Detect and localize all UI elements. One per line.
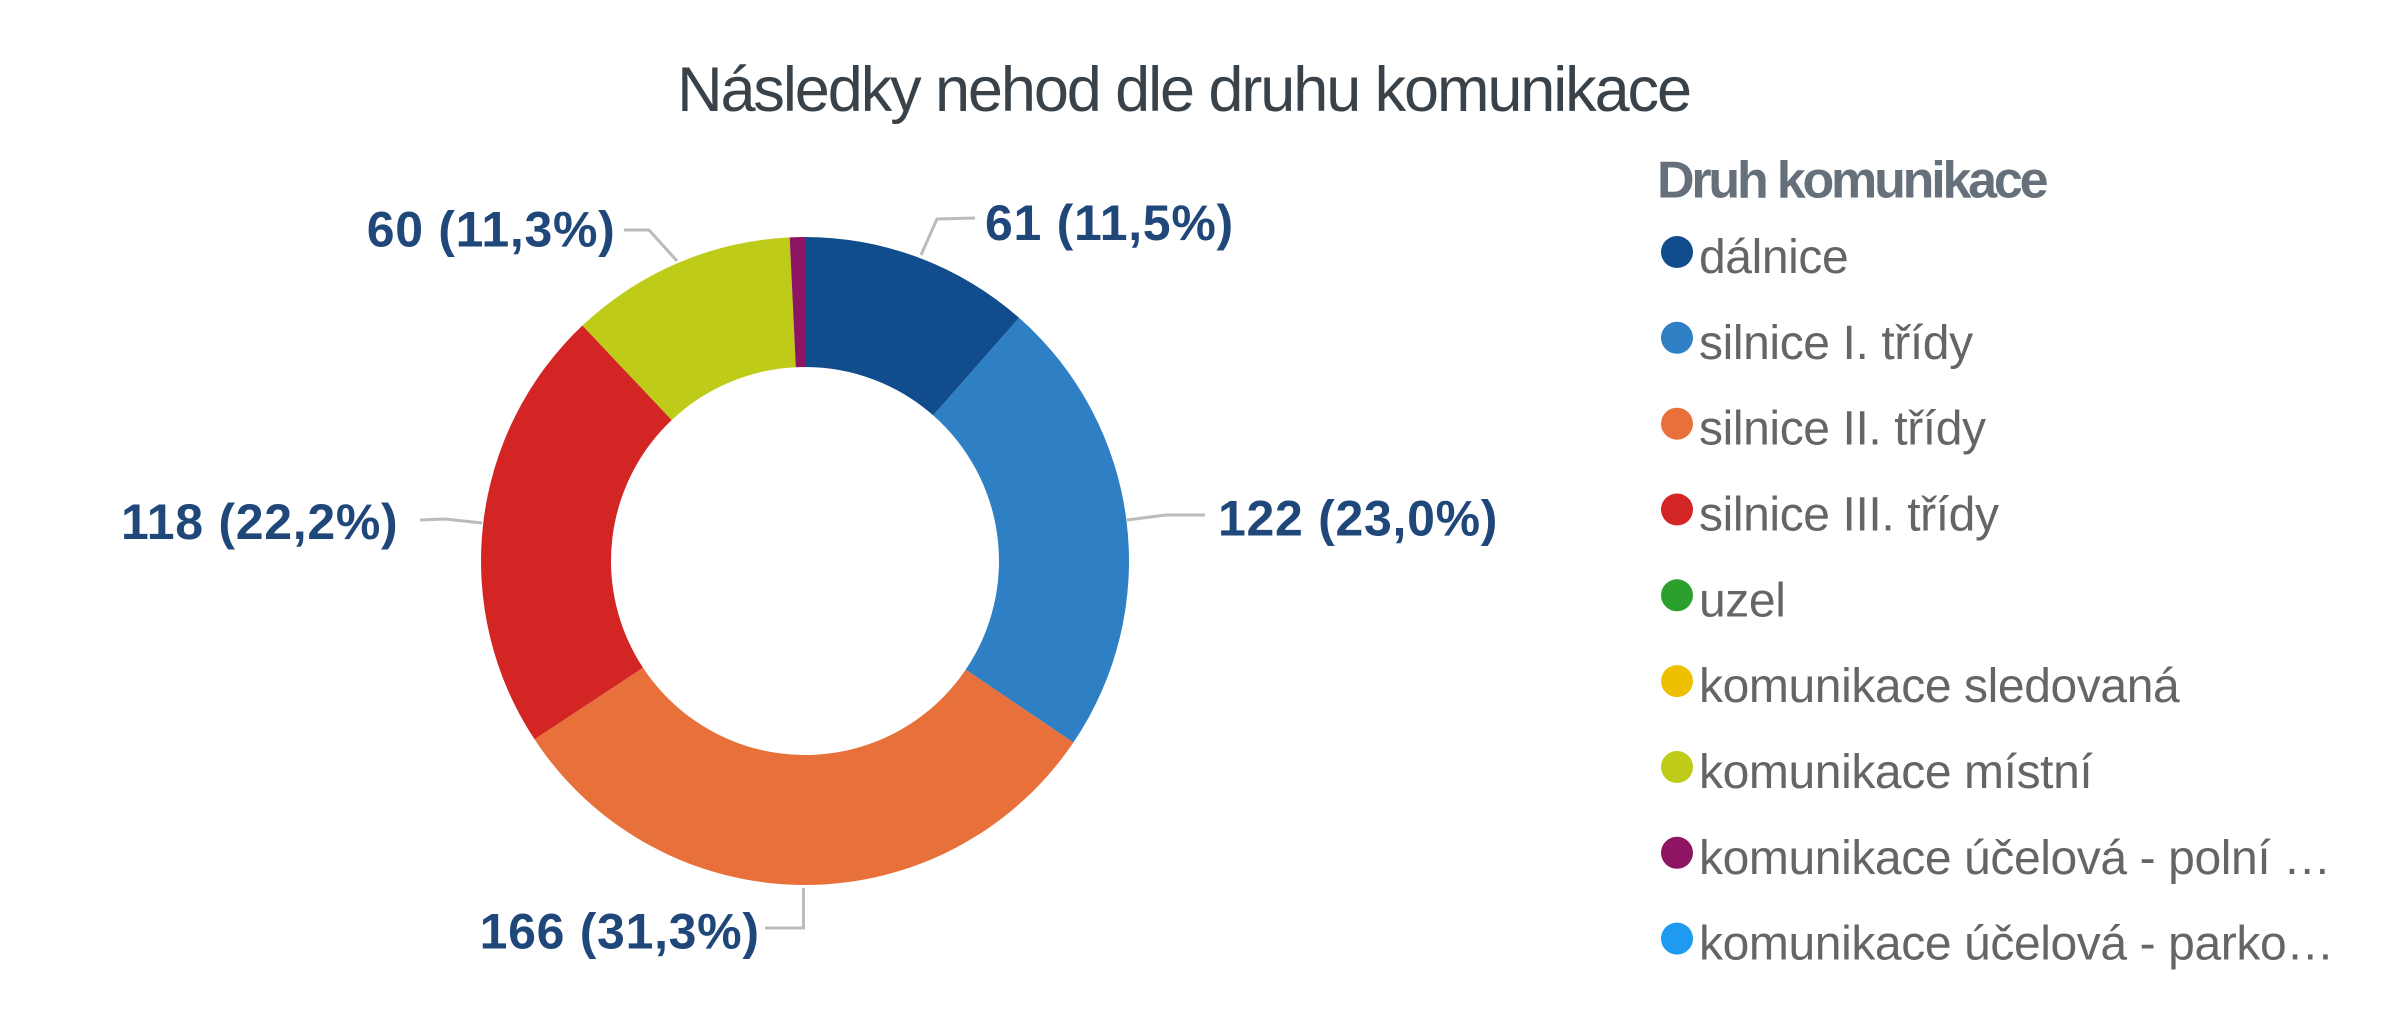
svg-text:60 (11,3%): 60 (11,3%) [367, 202, 616, 258]
svg-text:silnice III. třídy: silnice III. třídy [1699, 489, 1999, 542]
svg-text:dálnice: dálnice [1699, 231, 1848, 284]
svg-text:122 (23,0%): 122 (23,0%) [1218, 491, 1498, 547]
svg-text:Následky nehod dle druhu komun: Následky nehod dle druhu komunikace [677, 55, 1690, 125]
svg-text:komunikace sledovaná: komunikace sledovaná [1699, 660, 2180, 713]
svg-text:silnice II. třídy: silnice II. třídy [1699, 403, 1986, 456]
svg-text:komunikace místní: komunikace místní [1699, 746, 2093, 799]
svg-text:118 (22,2%): 118 (22,2%) [121, 494, 398, 550]
svg-text:silnice I. třídy: silnice I. třídy [1699, 317, 1973, 370]
svg-text:uzel: uzel [1699, 574, 1785, 627]
svg-text:Druh komunikace: Druh komunikace [1657, 152, 2048, 210]
svg-text:komunikace účelová - polní …: komunikace účelová - polní … [1699, 832, 2331, 885]
svg-text:166 (31,3%): 166 (31,3%) [480, 903, 760, 959]
svg-text:komunikace účelová - parko…: komunikace účelová - parko… [1699, 918, 2334, 971]
svg-text:61 (11,5%): 61 (11,5%) [985, 195, 1234, 251]
